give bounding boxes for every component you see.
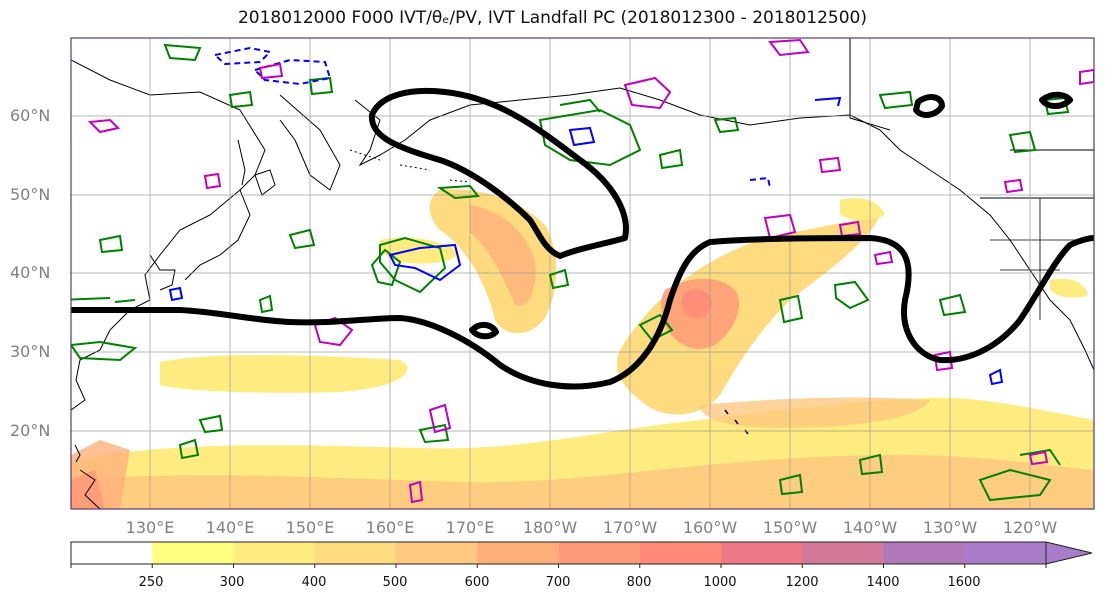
ivt-central-plume xyxy=(616,215,880,415)
lon-label-130w: 130°W xyxy=(922,518,978,537)
alaska-south xyxy=(619,87,1094,371)
korea-peninsula xyxy=(149,254,176,291)
colorbar-tick-600: 600 xyxy=(464,575,490,590)
colorbar-tick-1600: 1600 xyxy=(947,575,981,590)
ivt-blob-ne xyxy=(840,198,885,221)
colorbar-segment xyxy=(964,542,1047,564)
lon-label-140w: 140°W xyxy=(842,518,898,537)
colorbar-segment xyxy=(396,542,478,564)
lon-label-160w: 160°W xyxy=(682,518,738,537)
lon-label-150w: 150°W xyxy=(762,518,818,537)
lat-label-40n: 40°N xyxy=(10,263,51,282)
colorbar-tick-1200: 1200 xyxy=(785,575,819,590)
colorbar-segment xyxy=(477,542,559,564)
colorbar-segment xyxy=(233,542,316,564)
colorbar-tick-700: 700 xyxy=(545,575,571,590)
colorbar-segment xyxy=(883,542,966,564)
colorbar-tick-500: 500 xyxy=(382,575,408,590)
colorbar-extension-arrow xyxy=(1045,541,1093,565)
ivt-shading xyxy=(71,189,1094,509)
theta-e-contours xyxy=(71,43,1070,502)
lon-label-170w: 170°W xyxy=(602,518,658,537)
gridlines xyxy=(71,38,1094,509)
colorbar-segment xyxy=(314,542,397,564)
lon-label-130e: 130°E xyxy=(125,518,175,537)
alaska-west xyxy=(354,87,621,167)
japan-hokkaido xyxy=(254,169,276,196)
taiwan xyxy=(74,444,81,463)
lat-label-60n: 60°N xyxy=(10,106,51,125)
landfall-pc-contour xyxy=(71,87,1094,390)
lon-label-180w: 180°W xyxy=(522,518,578,537)
lat-label-30n: 30°N xyxy=(10,342,51,361)
colorbar-tick-800: 800 xyxy=(626,575,652,590)
colorbar-tick-1000: 1000 xyxy=(703,575,737,590)
ivt-blob-coast xyxy=(1050,278,1088,298)
pv-positive-contours xyxy=(168,96,1004,386)
colorbar xyxy=(70,541,1093,568)
colorbar-segment xyxy=(721,542,803,564)
ivt-central-core-inner xyxy=(681,289,712,319)
philippines xyxy=(79,469,101,509)
pv-positive-dashed xyxy=(212,46,771,189)
sakhalin xyxy=(237,139,246,186)
lon-label-150e: 150°E xyxy=(285,518,335,537)
colorbar-segment xyxy=(558,542,641,564)
lon-label-170e: 170°E xyxy=(445,518,495,537)
colorbar-tick-400: 400 xyxy=(301,575,327,590)
colorbar-segment xyxy=(71,542,153,564)
lon-label-160e: 160°E xyxy=(365,518,415,537)
aleutians xyxy=(349,149,471,183)
japan-honshu xyxy=(184,189,251,281)
kamchatka xyxy=(279,94,341,191)
lat-label-50n: 50°N xyxy=(10,185,51,204)
map-title: 2018012000 F000 IVT/θₑ/PV, IVT Landfall … xyxy=(237,8,868,28)
colorbar-tick-250: 250 xyxy=(138,575,164,590)
ivt-west-pacific-core xyxy=(71,470,105,509)
canada-border xyxy=(849,38,1094,151)
lon-label-140e: 140°E xyxy=(205,518,255,537)
ivt-tropical-core xyxy=(71,455,1094,509)
colorbar-tick-300: 300 xyxy=(219,575,245,590)
ivt-subtropical-east xyxy=(700,397,930,428)
lat-label-20n: 20°N xyxy=(10,421,51,440)
ivt-plume-north-core xyxy=(470,205,536,306)
ivt-west-band xyxy=(160,355,408,393)
colorbar-segment xyxy=(639,542,722,564)
colorbar-segment xyxy=(152,542,234,564)
lon-label-120w: 120°W xyxy=(1002,518,1058,537)
ivt-blob-mid xyxy=(379,237,460,264)
colorbar-tick-1400: 1400 xyxy=(866,575,900,590)
colorbar-segment xyxy=(802,542,884,564)
